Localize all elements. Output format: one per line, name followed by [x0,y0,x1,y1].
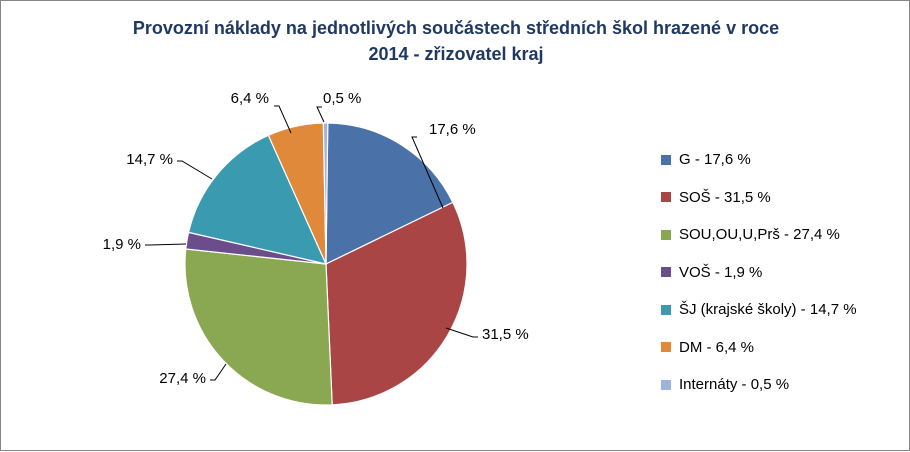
legend-label-2: SOU,OU,U,Prš - 27,4 % [679,226,840,244]
pie-slice-1 [325,201,468,406]
legend-label-3: VOŠ - 1,9 % [679,263,763,281]
legend-item-6: Internáty - 0,5 % [661,366,901,404]
pie-slice-0 [325,122,454,265]
legend-item-3: VOŠ - 1,9 % [661,254,901,292]
legend-item-4: ŠJ (krajské školy) - 14,7 % [661,291,901,329]
data-label-1: 31,5 % [482,326,529,343]
leader-line-1 [445,327,478,338]
chart-legend: G - 17,6 % SOŠ - 31,5 % SOU,OU,U,Prš - 27,… [661,141,901,404]
legend-label-1: SOŠ - 31,5 % [679,188,771,206]
data-label-0: 17,6 % [429,121,476,138]
leader-line-5 [274,105,292,134]
data-label-5: 6,4 % [231,90,269,107]
legend-item-0: G - 17,6 % [661,141,901,179]
leader-line-6 [316,106,325,123]
legend-label-5: DM - 6,4 % [679,338,755,356]
legend-item-5: DM - 6,4 % [661,329,901,367]
leader-line-3 [145,243,187,246]
leader-line-2 [210,363,227,381]
legend-swatch-4 [661,304,671,315]
pie-slice-4 [187,134,328,265]
data-label-4: 14,7 % [126,151,173,168]
leader-line-0 [411,136,444,209]
legend-label-0: G - 17,6 % [679,151,751,169]
chart-title-line-2: 2014 - zřizovatel kraj [368,44,544,64]
legend-swatch-0 [661,154,671,165]
legend-swatch-2 [661,229,671,240]
legend-label-4: ŠJ (krajské školy) - 14,7 % [679,301,857,319]
pie-slice-6 [322,122,329,265]
legend-item-2: SOU,OU,U,Prš - 27,4 % [661,216,901,254]
legend-swatch-6 [661,379,671,390]
data-label-3: 1,9 % [103,236,141,253]
chart-title-line-1: Provozní náklady na jednotlivých součást… [132,18,780,38]
legend-swatch-5 [661,342,671,353]
data-label-2: 27,4 % [159,370,206,387]
legend-swatch-3 [661,267,671,278]
chart-title: Provozní náklady na jednotlivých součást… [1,15,910,67]
leader-line-4 [177,160,213,180]
legend-swatch-1 [661,192,671,203]
legend-item-1: SOŠ - 31,5 % [661,179,901,217]
data-label-6: 0,5 % [323,90,361,107]
legend-label-6: Internáty - 0,5 % [679,376,790,394]
pie-slice-2 [184,248,333,406]
